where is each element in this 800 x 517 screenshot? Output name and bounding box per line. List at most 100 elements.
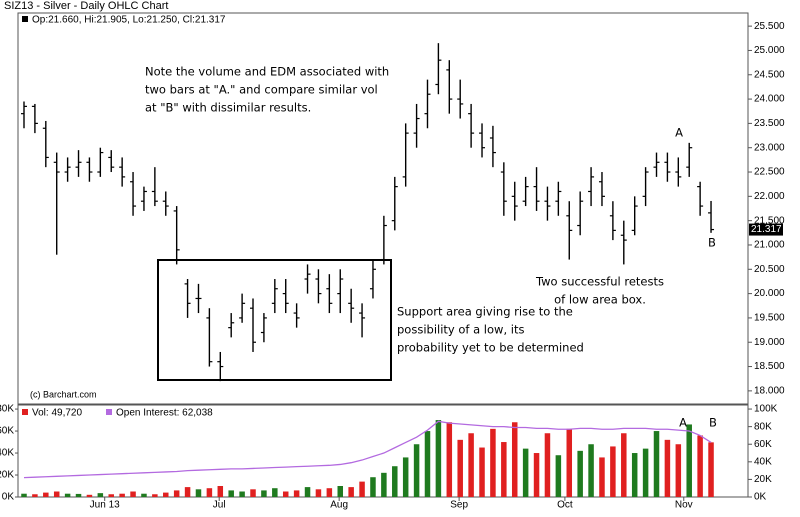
y-tick-label: 24.000 — [754, 94, 785, 105]
volume-bar — [206, 488, 213, 497]
annotation: B — [709, 416, 717, 430]
y2-tick-label: 100K — [754, 404, 778, 415]
support-box — [157, 259, 392, 381]
y-tick-label: 22.000 — [754, 191, 785, 202]
volume-bar — [130, 491, 136, 497]
volume-bar — [293, 490, 300, 497]
annotation: probability yet to be determined — [397, 341, 584, 355]
volume-bar — [261, 490, 267, 497]
volume-bar — [610, 446, 616, 497]
volume-bar — [457, 439, 463, 497]
volume-bar — [555, 455, 562, 497]
x-tick-label: Aug — [330, 500, 348, 511]
volume-bar — [642, 448, 649, 497]
y-tick-label: 40K — [0, 448, 14, 459]
volume-bar — [424, 431, 431, 497]
volume-bar — [533, 453, 540, 497]
y-tick-label: 19.000 — [754, 337, 785, 348]
volume-bar — [522, 448, 529, 497]
volume-bar — [577, 450, 583, 497]
y-tick-label: 19.500 — [754, 313, 785, 324]
volume-bar — [511, 422, 518, 497]
volume-bar — [664, 439, 671, 497]
volume-bar — [708, 442, 714, 497]
volume-bar — [21, 493, 27, 497]
y-tick-label: 60K — [0, 426, 14, 437]
last-price-label: 21.317 — [751, 224, 782, 235]
volume-bar — [566, 428, 573, 497]
volume-bar — [479, 447, 485, 497]
volume-bar — [64, 493, 71, 497]
x-tick-label: Sep — [450, 500, 468, 511]
volume-bar — [588, 444, 594, 497]
volume-bar — [141, 493, 147, 497]
volume-bar — [326, 488, 333, 497]
volume-bar — [446, 422, 453, 497]
chart-title: SIZ13 - Silver - Daily OHLC Chart — [4, 0, 168, 12]
volume-bar — [53, 491, 60, 497]
legend-swatch — [106, 409, 112, 415]
y-tick-label: 23.500 — [754, 118, 785, 129]
y-tick-label: 24.500 — [754, 69, 785, 80]
last-price-tag — [749, 223, 783, 236]
volume-bar — [686, 424, 692, 497]
y2-tick-label: 60K — [754, 439, 772, 450]
annotation: A — [675, 126, 683, 140]
volume-bar — [359, 481, 365, 497]
volume-bar — [413, 444, 420, 497]
annotation: of low area box. — [554, 293, 646, 307]
volume-bar — [217, 486, 224, 497]
legend-entry: Vol: 49,720 — [32, 408, 82, 419]
volume-bar — [544, 433, 551, 497]
volume-bar — [86, 494, 93, 497]
volume-bar — [108, 494, 114, 497]
volume-bar — [43, 492, 49, 497]
volume-bar — [381, 472, 387, 497]
y-tick-label: 21.500 — [754, 215, 785, 226]
volume-bar — [239, 491, 245, 497]
y-tick-label: 23.000 — [754, 142, 785, 153]
volume-bar — [75, 493, 82, 497]
y-tick-label: 0K — [2, 492, 15, 503]
y-tick-label: 18.500 — [754, 361, 785, 372]
y-tick-label: 20.000 — [754, 288, 785, 299]
x-tick-label: Jul — [213, 500, 226, 511]
x-tick-label: Jun 13 — [90, 500, 120, 511]
volume-bar — [392, 466, 398, 497]
y2-tick-label: 80K — [754, 421, 772, 432]
volume-bar — [97, 493, 104, 497]
legend-entry: Open Interest: 62,038 — [116, 408, 213, 419]
y2-tick-label: 20K — [754, 474, 772, 485]
y-tick-label: 22.500 — [754, 167, 785, 178]
volume-bar — [304, 487, 311, 497]
volume-bar — [402, 457, 409, 497]
legend-swatch — [22, 409, 28, 415]
volume-bar — [337, 486, 344, 497]
volume-bar — [272, 488, 278, 497]
y-tick-label: 18.000 — [754, 386, 785, 397]
x-tick-label: Nov — [675, 500, 693, 511]
x-tick-label: Oct — [557, 500, 573, 511]
annotation: B — [708, 236, 716, 250]
volume-bar — [490, 428, 496, 497]
y-tick-label: 25.500 — [754, 21, 785, 32]
annotation: Note the volume and EDM associated with — [145, 65, 389, 79]
volume-bar — [152, 494, 158, 497]
credit: (c) Barchart.com — [30, 389, 97, 399]
y2-tick-label: 40K — [754, 456, 772, 467]
volume-bar — [370, 477, 376, 497]
volume-bar — [675, 444, 682, 497]
volume-bar — [282, 491, 289, 497]
annotation: A — [679, 416, 687, 430]
volume-bar — [250, 489, 256, 497]
volume-bar — [468, 433, 474, 497]
annotation: Two successful retests — [535, 275, 664, 289]
volume-bar — [195, 489, 202, 497]
open-interest-line — [23, 420, 712, 479]
volume-bar — [653, 431, 660, 497]
y-tick-label: 21.000 — [754, 240, 785, 251]
volume-bar — [501, 442, 507, 497]
legend-swatch — [22, 16, 28, 22]
volume-bar — [631, 453, 638, 497]
